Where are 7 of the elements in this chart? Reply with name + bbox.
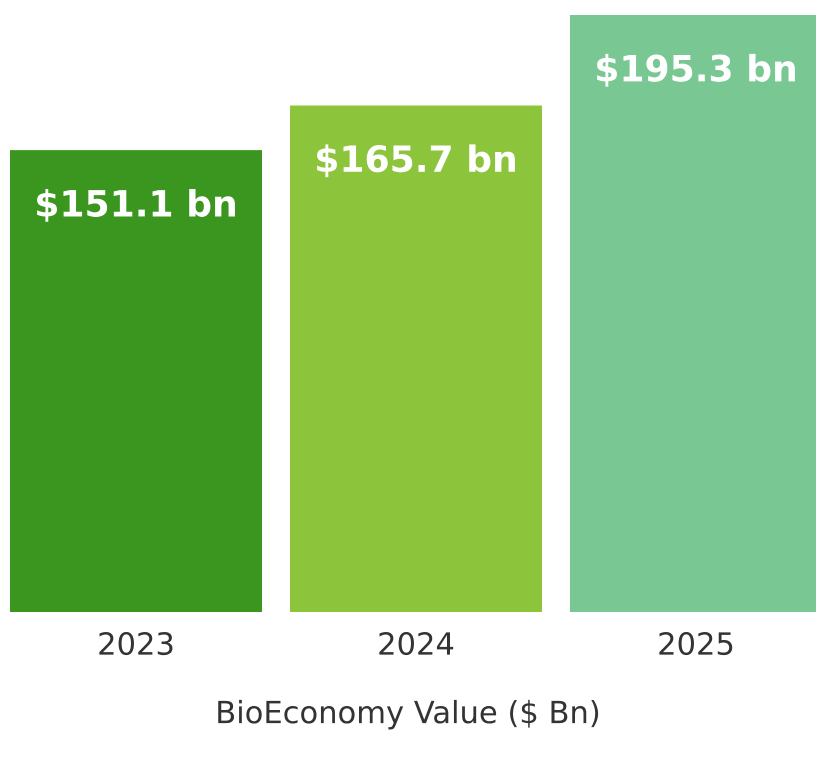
data-label: $195.3 bn bbox=[597, 54, 795, 87]
data-label: $151.1 bn bbox=[37, 189, 235, 222]
data-label: $165.7 bn bbox=[317, 144, 515, 178]
x-tick-label: 2025 bbox=[659, 632, 732, 656]
x-tick-label: 2024 bbox=[379, 632, 454, 656]
x-tick-label: 2023 bbox=[99, 632, 172, 656]
x-axis-title: BioEconomy Value ($ Bn) bbox=[218, 700, 598, 730]
